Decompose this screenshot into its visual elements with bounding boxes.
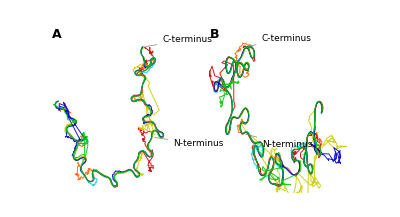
Text: N-terminus: N-terminus — [246, 134, 312, 149]
Text: N-terminus: N-terminus — [154, 137, 224, 148]
Text: A: A — [52, 28, 61, 41]
Text: C-terminus: C-terminus — [248, 34, 312, 46]
Text: C-terminus: C-terminus — [146, 35, 212, 46]
Text: B: B — [210, 28, 220, 41]
